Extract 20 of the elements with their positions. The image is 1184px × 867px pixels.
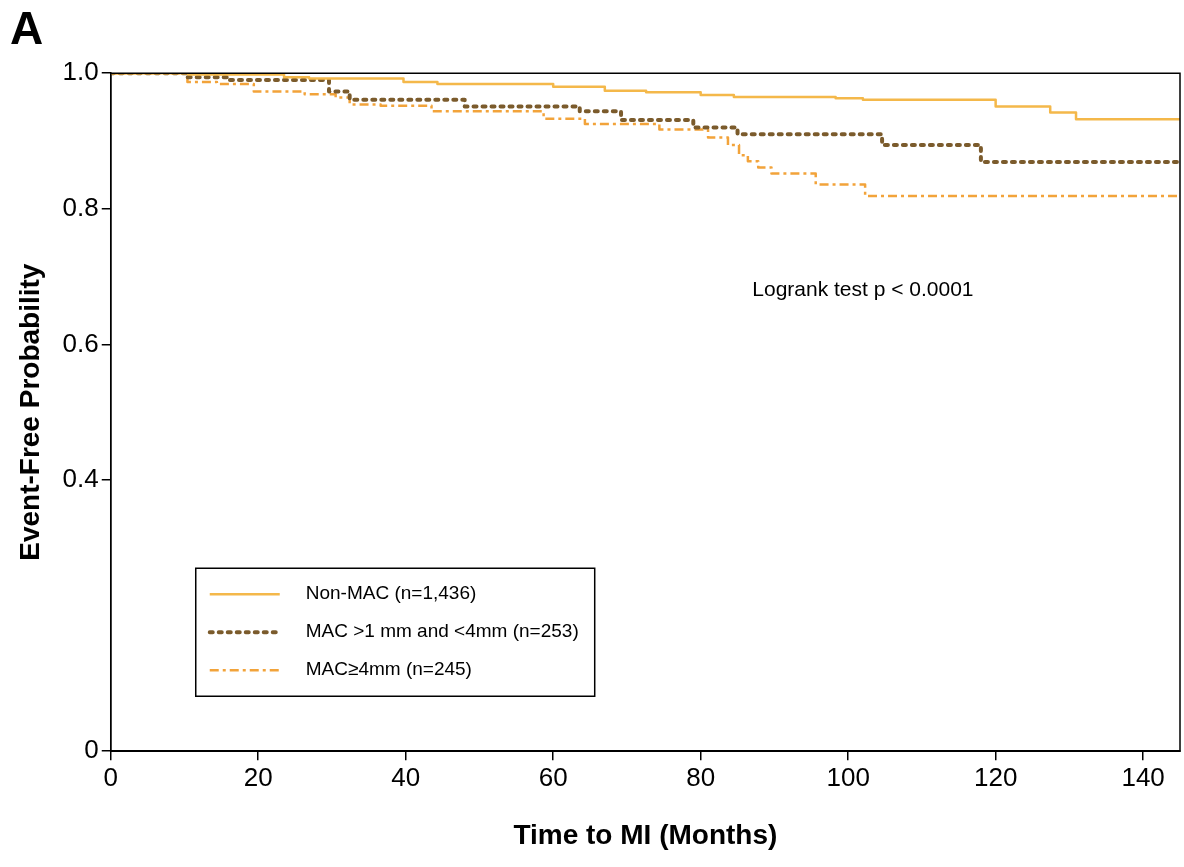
x-tick-label: 40 bbox=[391, 761, 421, 792]
y-tick-label: 0.4 bbox=[62, 463, 99, 494]
y-axis-title: Event-Free Probability bbox=[13, 263, 45, 561]
legend-label: Non-MAC (n=1,436) bbox=[305, 582, 477, 604]
x-tick-label: 60 bbox=[538, 761, 568, 792]
annotation: Logrank test p < 0.0001 bbox=[752, 276, 974, 300]
chart-title: A bbox=[10, 2, 44, 55]
y-tick-label: 0 bbox=[84, 734, 99, 765]
y-tick-label: 0.8 bbox=[62, 191, 99, 222]
x-tick-label: 20 bbox=[243, 761, 273, 792]
legend-label: MAC≥4mm (n=245) bbox=[305, 658, 472, 680]
x-tick-label: 0 bbox=[103, 761, 118, 792]
x-tick-label: 140 bbox=[1121, 761, 1165, 792]
x-axis-title: Time to MI (Months) bbox=[513, 818, 778, 850]
y-tick-label: 0.6 bbox=[62, 327, 99, 358]
legend-label: MAC >1 mm and <4mm (n=253) bbox=[305, 620, 579, 642]
y-tick-label: 1.0 bbox=[62, 56, 99, 87]
x-tick-label: 120 bbox=[973, 761, 1018, 792]
x-tick-label: 80 bbox=[686, 761, 716, 792]
x-tick-label: 100 bbox=[826, 761, 870, 792]
